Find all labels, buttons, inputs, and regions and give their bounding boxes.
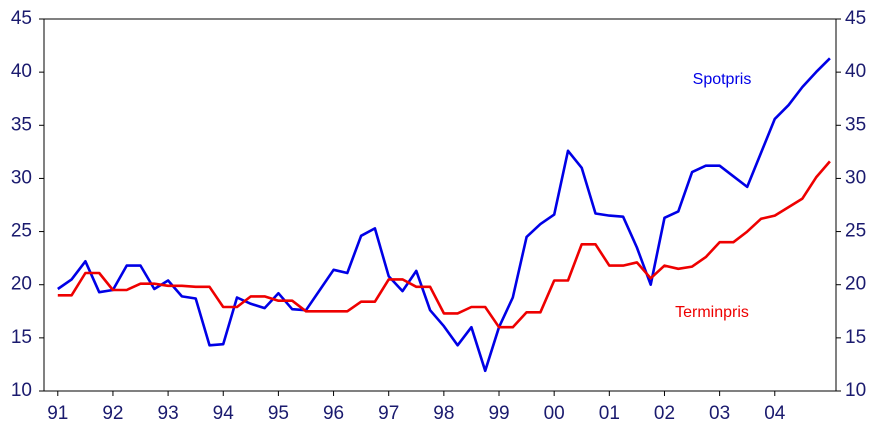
y2-tick-label: 30 xyxy=(845,167,866,188)
series-line xyxy=(57,160,831,329)
x-tick-label: 91 xyxy=(47,403,68,424)
x-tick-label: 02 xyxy=(654,403,675,424)
y2-tick-label: 25 xyxy=(845,221,866,242)
x-tick-label: 03 xyxy=(709,403,730,424)
x-tick-label: 98 xyxy=(433,403,454,424)
series-label: Spotpris xyxy=(693,71,752,88)
y-tick-label: 30 xyxy=(11,167,32,188)
x-tick-label: 92 xyxy=(102,403,123,424)
x-tick-label: 97 xyxy=(378,403,399,424)
y-tick-label: 40 xyxy=(11,61,32,82)
plot-frame xyxy=(43,18,837,392)
y-tick-label: 10 xyxy=(11,380,32,401)
y2-tick-label: 35 xyxy=(845,114,866,135)
y2-tick-label: 45 xyxy=(845,8,866,29)
y2-tick-label: 15 xyxy=(845,327,866,348)
series-line xyxy=(57,57,831,373)
x-tick-label: 94 xyxy=(213,403,235,424)
x-tick-label: 96 xyxy=(323,403,344,424)
x-tick-label: 00 xyxy=(544,403,565,424)
y-tick-label: 15 xyxy=(11,327,32,348)
x-tick-label: 95 xyxy=(268,403,289,424)
x-tick-label: 99 xyxy=(488,403,509,424)
y-tick-label: 25 xyxy=(11,221,32,242)
x-tick-label: 01 xyxy=(599,403,620,424)
y-tick-label: 35 xyxy=(11,114,32,135)
y2-tick-label: 10 xyxy=(845,380,866,401)
y-tick-label: 20 xyxy=(11,274,32,295)
x-tick-label: 04 xyxy=(764,403,786,424)
y-tick-label: 45 xyxy=(11,8,32,29)
series-label: Terminpris xyxy=(675,304,749,321)
y2-tick-label: 40 xyxy=(845,61,866,82)
y2-tick-label: 20 xyxy=(845,274,866,295)
x-tick-label: 93 xyxy=(158,403,179,424)
